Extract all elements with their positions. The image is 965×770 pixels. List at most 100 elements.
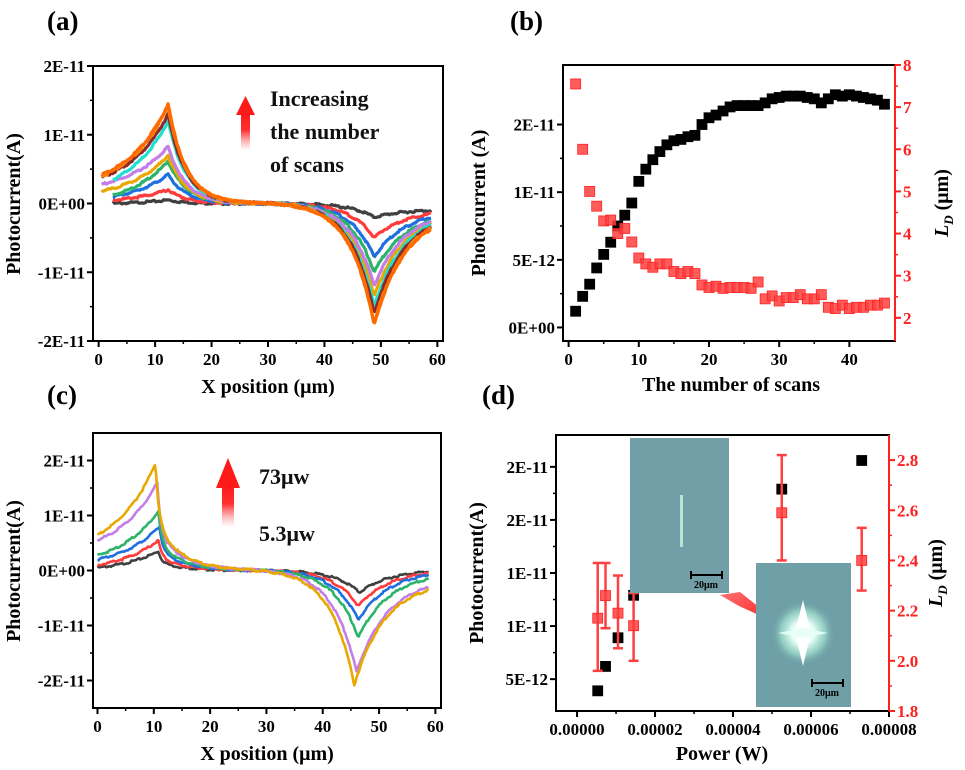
y-axis-title: Photocurrent(A) (466, 502, 488, 644)
series-lines (96, 464, 430, 687)
axis-ticks: 0.00000 0.00002 0.00004 0.00006 0.00008 2E-11… (506, 451, 919, 739)
series-lines (100, 102, 433, 325)
y-axis-title: Photocurrent(A) (3, 500, 25, 642)
axis-ticks: 0 10 20 30 40 50 60 2E-11 1E-11 0E+00 -1E-11 -2E-11 (38, 57, 446, 369)
microscope-image-low-power: 20μm (630, 438, 729, 593)
data-point-ld (856, 555, 868, 566)
data-point-ld (879, 297, 890, 309)
x-tick-label: 30 (258, 717, 275, 736)
y-tick-label: 5E-12 (506, 670, 549, 689)
right-axis-title-main: L (931, 225, 953, 238)
panel-d: Power (W) Photocurrent(A) LD (μm) 20μm 2… (466, 434, 950, 765)
data-point-ld (577, 143, 589, 155)
series-line-scan-8 (100, 111, 433, 314)
y-right-tick-label: 4 (903, 225, 912, 244)
x-axis-title: Power (W) (676, 743, 768, 765)
x-tick-label: 40 (841, 350, 858, 369)
right-axis-title-main: L (925, 595, 947, 608)
panel-label-b: (b) (510, 6, 543, 36)
data-point-ld (776, 507, 788, 519)
data-point-ld (745, 282, 757, 294)
data-point-ld (584, 186, 596, 197)
data-point-photocurrent (591, 262, 603, 274)
y-right-tick-label: 2 (903, 309, 912, 328)
y-tick-label: 2E-11 (43, 57, 85, 76)
y-right-tick-label: 1.8 (897, 702, 918, 721)
data-point-photocurrent (577, 290, 589, 302)
y-tick-label: -1E-11 (38, 263, 85, 282)
y-right-tick-label: 2.4 (897, 551, 919, 570)
annotation-line-2: the number (270, 119, 380, 144)
data-point-ld (633, 252, 645, 264)
annotation-low-power: 5.3μw (259, 521, 315, 546)
data-point-ld (619, 223, 631, 234)
series-line-73μW (96, 464, 429, 687)
series-line-scan-10 (101, 102, 432, 325)
scatter-points (570, 78, 890, 317)
x-axis-title: X position (μm) (200, 743, 334, 765)
x-tick-label: 50 (372, 350, 389, 369)
y-tick-label: 2E-11 (43, 452, 85, 471)
y-tick-label: -1E-11 (38, 617, 85, 636)
y-tick-label: 2E-11 (513, 116, 555, 135)
y-tick-label: -2E-11 (38, 332, 85, 351)
y-tick-label: 1E-11 (506, 564, 548, 583)
x-tick-label: 30 (260, 350, 277, 369)
bright-stripe (680, 495, 683, 547)
x-tick-label: 10 (145, 717, 162, 736)
y-tick-label: 5E-12 (513, 251, 556, 270)
right-axis-title-sub: D (941, 215, 956, 226)
right-axis-title: LD (μm) (925, 539, 950, 608)
panel-c: 0 10 20 30 40 50 60 2E-11 1E-11 0E+00 -1E-11 -2E-11… (3, 432, 444, 765)
data-point-photocurrent (654, 146, 666, 157)
data-point-ld (752, 276, 764, 288)
scatter-points (592, 453, 868, 697)
right-axis-title-unit: (μm) (925, 539, 947, 585)
panel-b: 0 10 20 30 40 2E-11 1E-11 5E-12 0E+00 2 3 4 5 6 7 8 The… (468, 56, 956, 396)
right-axis-title-unit: (μm) (931, 169, 953, 215)
x-tick-label: 20 (203, 350, 220, 369)
data-point-photocurrent (598, 249, 610, 260)
y-tick-label: 1E-11 (43, 126, 85, 145)
data-point-photocurrent (647, 154, 659, 166)
y-axis-title: Photocurrent(A) (3, 133, 25, 275)
x-tick-label: 0.00006 (783, 720, 838, 739)
panel-label-a: (a) (47, 6, 78, 36)
y-tick-label: 2E-11 (506, 458, 548, 477)
data-point-photocurrent (879, 98, 890, 110)
panel-a: 0 10 20 30 40 50 60 2E-11 1E-11 0E+00 -1E-11 -2E-11… (3, 57, 446, 398)
y-right-tick-label: 2.0 (897, 652, 918, 671)
scale-bar-label: 20μm (694, 580, 719, 591)
x-tick-label: 50 (371, 717, 388, 736)
data-point-photocurrent (633, 175, 645, 187)
x-tick-label: 0 (93, 717, 102, 736)
x-tick-label: 10 (630, 350, 647, 369)
x-axis-title: The number of scans (642, 374, 820, 396)
y-right-tick-label: 2.2 (897, 602, 918, 621)
y-tick-label: 0E+00 (508, 318, 555, 337)
y-right-tick-label: 6 (903, 140, 912, 159)
x-tick-label: 0.00004 (705, 720, 761, 739)
data-point-photocurrent (584, 278, 596, 290)
x-tick-label: 40 (314, 717, 331, 736)
y-right-tick-label: 3 (903, 267, 912, 286)
annotation-high-power: 73μw (259, 464, 309, 489)
data-point-ld (612, 607, 624, 619)
x-tick-label: 0 (94, 350, 103, 369)
data-point-ld (689, 268, 701, 279)
y-right-tick-label: 2.6 (897, 501, 918, 520)
x-tick-label: 30 (771, 350, 788, 369)
data-point-ld (628, 620, 639, 632)
x-tick-label: 0.00002 (627, 720, 682, 739)
x-tick-label: 0.00000 (549, 720, 604, 739)
y-right-tick-label: 8 (903, 56, 912, 75)
data-point-ld (626, 236, 638, 248)
data-point-photocurrent (605, 236, 617, 248)
x-tick-label: 20 (700, 350, 717, 369)
y-tick-label: -2E-11 (38, 672, 85, 691)
transition-arrow-icon (720, 592, 786, 630)
data-point-photocurrent (640, 163, 652, 175)
y-right-tick-label: 2.8 (897, 451, 918, 470)
x-tick-label: 60 (429, 350, 446, 369)
